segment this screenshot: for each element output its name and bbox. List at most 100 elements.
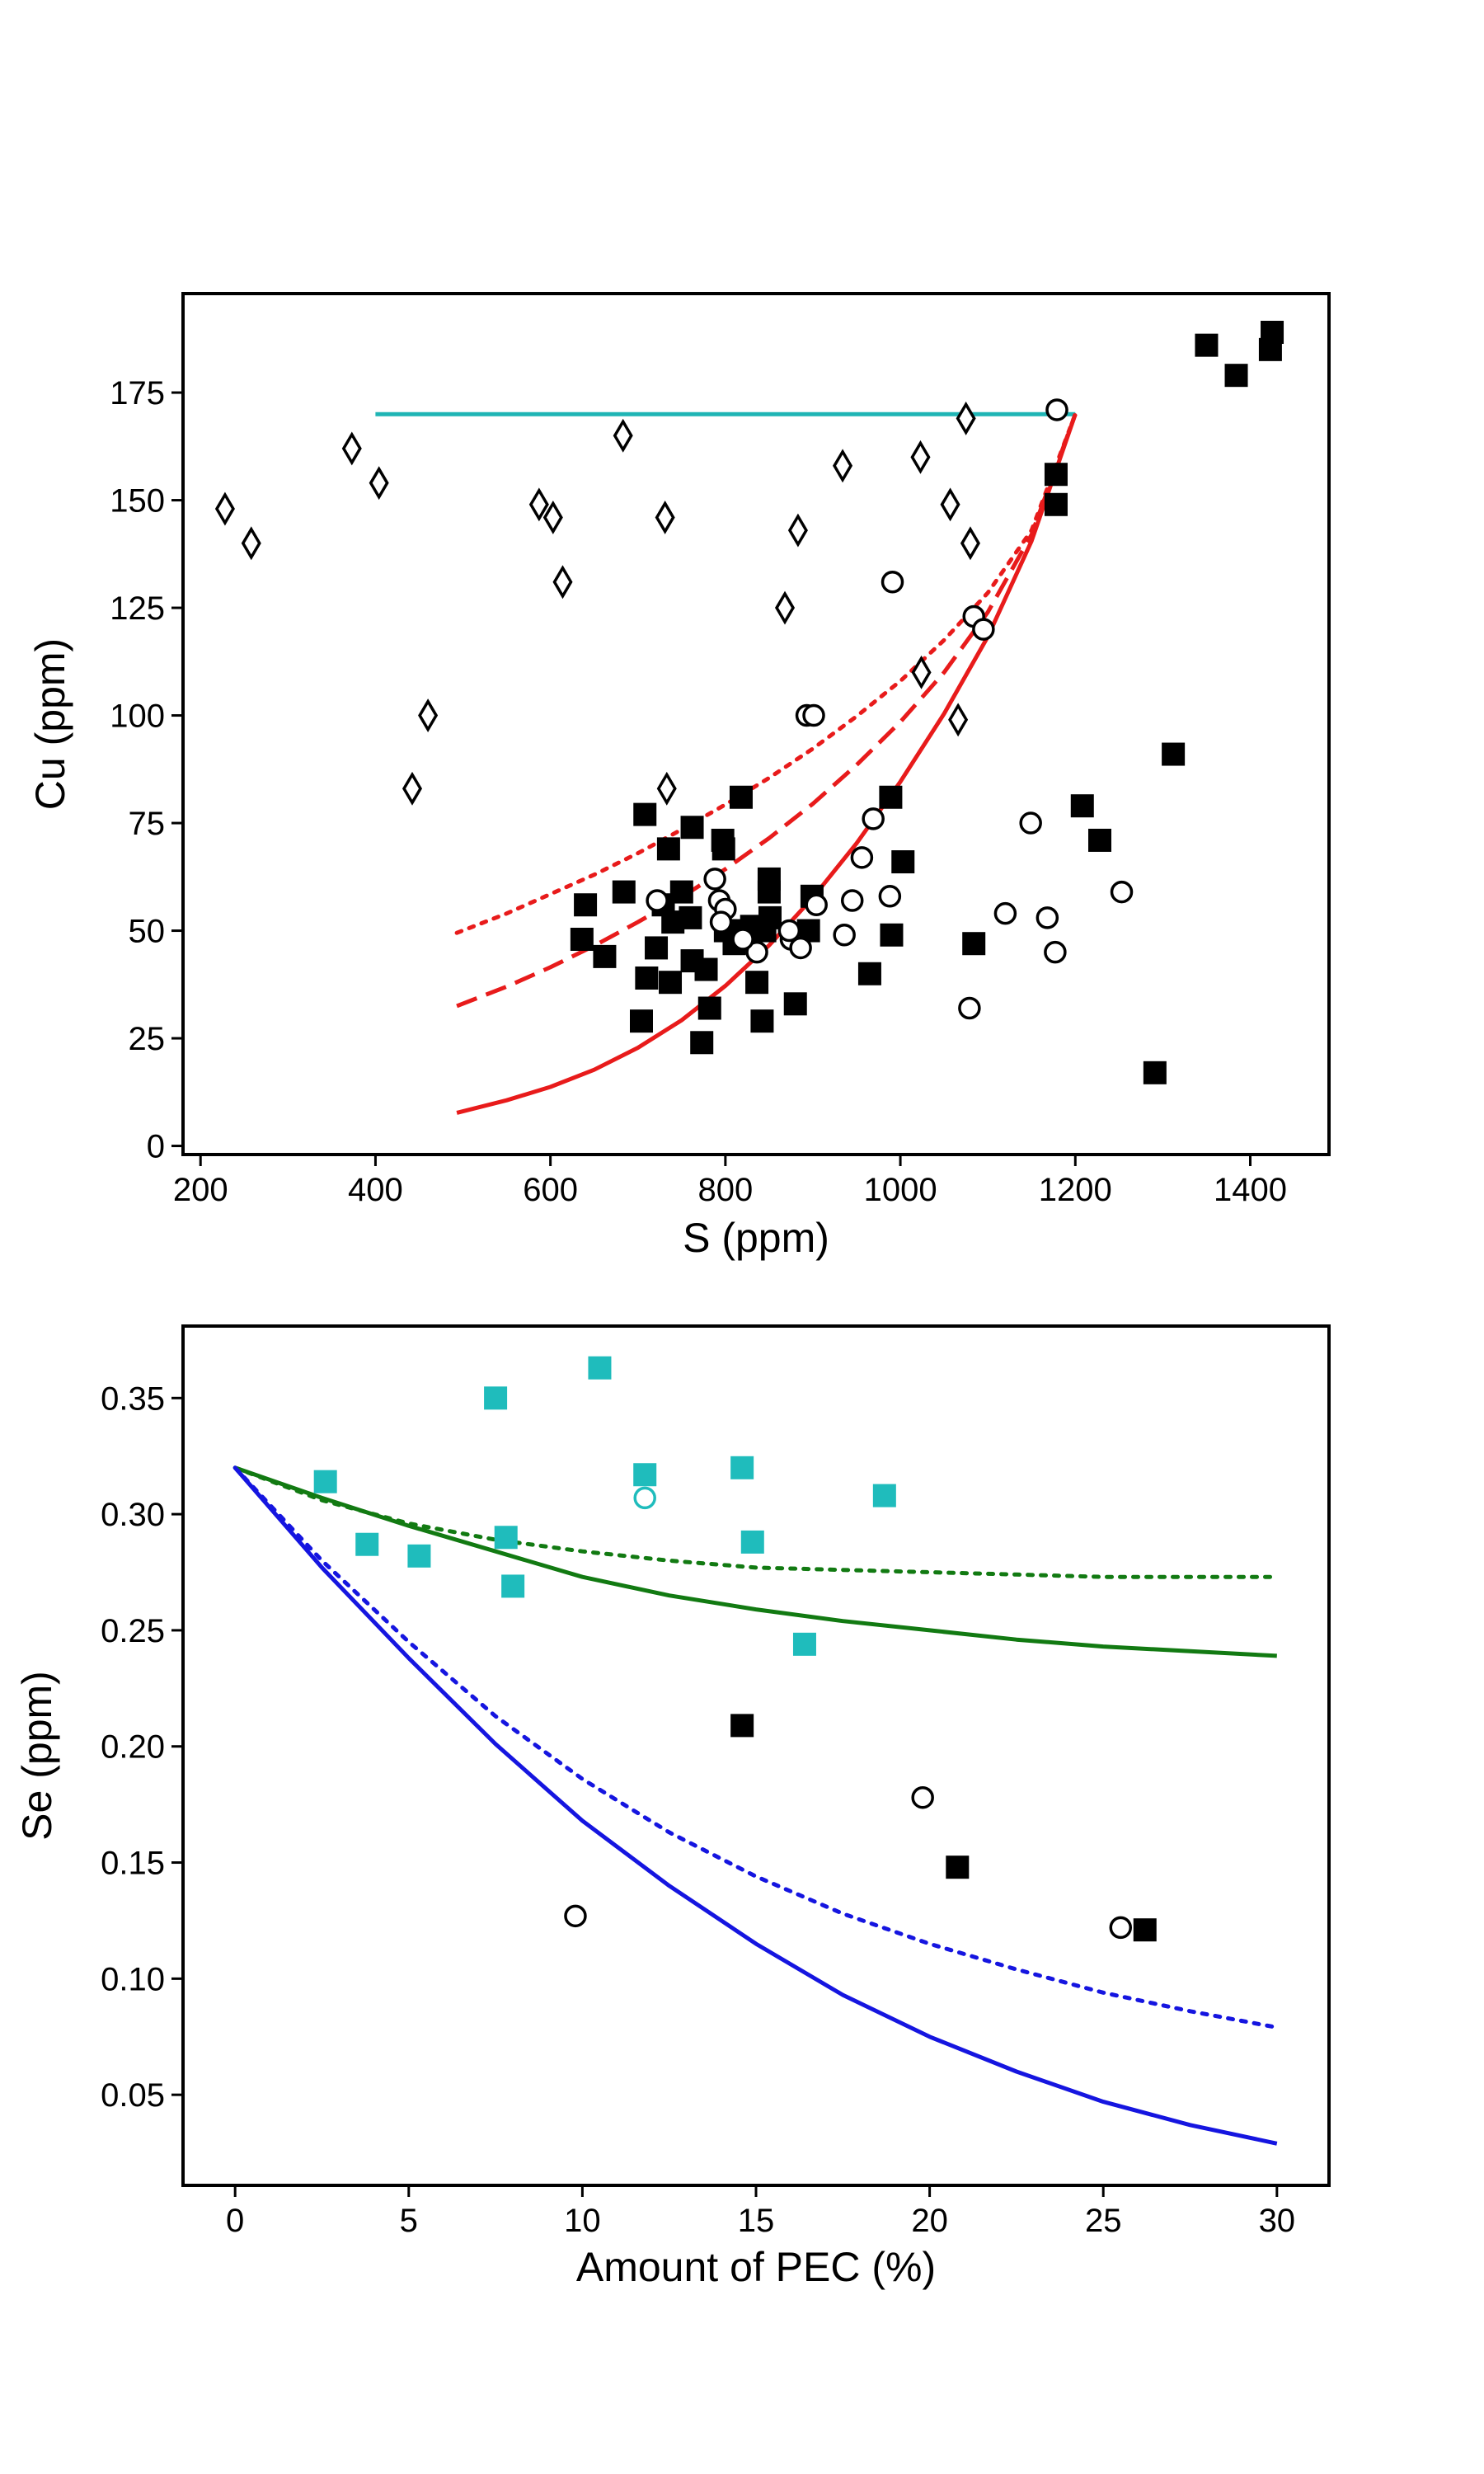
- point-circle: [802, 703, 825, 727]
- point-diamond: [656, 771, 677, 806]
- x-tick-label: 1200: [1039, 1172, 1112, 1208]
- point-square: [633, 802, 657, 826]
- point-circle: [646, 889, 669, 912]
- x-tick-label: 25: [1085, 2203, 1122, 2239]
- point-square: [407, 1544, 431, 1568]
- y-tick-label: 0.35: [101, 1380, 165, 1417]
- point-diamond: [214, 492, 235, 526]
- point-square: [730, 1456, 754, 1479]
- point-diamond: [833, 449, 853, 483]
- point-square: [1195, 333, 1219, 357]
- x-axis-label: S (ppm): [683, 1215, 829, 1261]
- point-square: [1224, 364, 1248, 388]
- point-square: [740, 1530, 764, 1554]
- point-square: [635, 966, 659, 990]
- point-square: [962, 932, 986, 956]
- point-circle: [833, 924, 856, 947]
- point-square: [697, 996, 721, 1020]
- point-circle: [972, 618, 995, 641]
- point-diamond: [787, 513, 808, 548]
- point-square: [659, 971, 683, 995]
- point-circle: [1044, 940, 1067, 964]
- point-diamond: [369, 466, 389, 501]
- point-circle: [911, 1785, 934, 1809]
- curve-solid-2: [233, 1466, 1278, 2146]
- point-circle: [1045, 398, 1068, 421]
- point-square: [879, 785, 903, 809]
- x-tick-label: 0: [226, 2203, 244, 2239]
- x-tick-label: 1000: [864, 1172, 937, 1208]
- point-square: [588, 1356, 612, 1380]
- point-circle: [878, 885, 902, 908]
- point-circle: [564, 1904, 587, 1928]
- point-diamond: [940, 487, 960, 522]
- point-diamond: [948, 703, 969, 737]
- point-circle: [862, 807, 885, 830]
- y-tick-label: 100: [110, 698, 165, 735]
- y-tick-label: 25: [129, 1021, 166, 1057]
- x-tick-label: 200: [173, 1172, 228, 1208]
- point-circle: [805, 893, 828, 916]
- point-square: [501, 1574, 525, 1598]
- curve-dotted-3: [232, 1465, 1280, 2030]
- y-tick-label: 0.05: [101, 2077, 165, 2114]
- curve-dotted-3: [454, 412, 1078, 935]
- point-square: [880, 923, 904, 947]
- point-square: [694, 957, 718, 981]
- x-tick-label: 15: [738, 2203, 775, 2239]
- point-square: [1070, 794, 1094, 818]
- y-tick-label: 125: [110, 590, 165, 627]
- point-circle: [789, 936, 812, 960]
- point-diamond: [542, 500, 563, 534]
- y-tick-label: 0.10: [101, 1961, 165, 1997]
- y-tick-label: 0: [147, 1129, 165, 1165]
- point-square: [1258, 337, 1282, 361]
- x-tick-label: 10: [564, 2203, 601, 2239]
- point-circle: [731, 928, 754, 951]
- point-diamond: [960, 526, 980, 561]
- y-tick-label: 175: [110, 375, 165, 412]
- x-tick-label: 400: [348, 1172, 403, 1208]
- point-circle: [958, 996, 981, 1020]
- cu-vs-s-panel: 200 400 600 800 1000 1200 1400 0 25 50 75 100 125 150…: [27, 292, 1331, 1261]
- point-circle: [850, 846, 874, 869]
- point-square: [783, 992, 807, 1016]
- point-circle: [703, 868, 726, 891]
- point-circle: [633, 1486, 656, 1510]
- point-square: [1133, 1918, 1157, 1942]
- point-square: [1162, 742, 1186, 766]
- y-tick-label: 0.30: [101, 1497, 165, 1533]
- point-diamond: [655, 500, 675, 534]
- point-diamond: [552, 565, 573, 600]
- curve-solid-1: [456, 413, 1078, 1115]
- point-square: [757, 880, 781, 904]
- point-circle: [840, 889, 864, 912]
- point-square: [1044, 492, 1068, 516]
- point-square: [645, 936, 669, 960]
- point-square: [711, 837, 735, 861]
- point-square: [1088, 828, 1111, 852]
- plot-frame: [181, 292, 1331, 1156]
- point-square: [574, 893, 598, 917]
- curve-dotted-1: [232, 1465, 1280, 1579]
- point-circle: [1036, 906, 1059, 929]
- y-tick-label: 75: [129, 806, 166, 842]
- y-tick-label: 0.25: [101, 1613, 165, 1649]
- x-tick-label: 5: [400, 2203, 418, 2239]
- point-circle: [993, 901, 1017, 925]
- point-square: [690, 1031, 714, 1055]
- plot-frame: [181, 1324, 1331, 2187]
- y-axis-label: Se (ppm): [14, 1671, 60, 1841]
- point-diamond: [341, 431, 362, 466]
- x-tick-label: 800: [697, 1172, 753, 1208]
- point-square: [753, 919, 777, 943]
- x-tick-label: 20: [911, 2203, 948, 2239]
- point-square: [494, 1526, 518, 1550]
- point-square: [661, 910, 685, 934]
- y-tick-label: 50: [129, 914, 166, 950]
- point-square: [570, 928, 594, 951]
- point-square: [656, 837, 680, 861]
- point-square: [872, 1484, 896, 1507]
- point-square: [792, 1632, 816, 1656]
